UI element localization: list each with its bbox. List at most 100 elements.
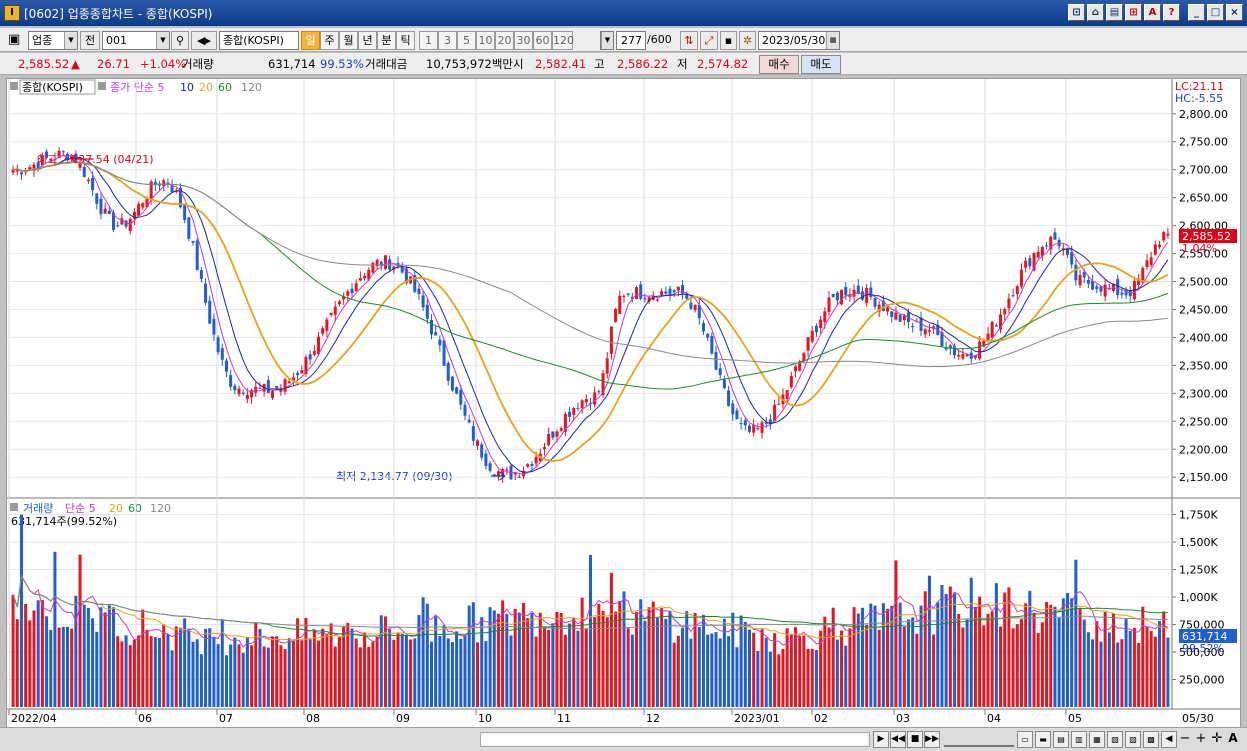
- quote-low: 2,574.82: [697, 57, 749, 71]
- interval-button-10[interactable]: 10: [476, 31, 495, 50]
- layout-icon[interactable]: ⊡: [1068, 4, 1085, 21]
- period-tab-3[interactable]: 년: [358, 31, 377, 50]
- move-icon[interactable]: ✛: [1211, 731, 1223, 746]
- close-icon[interactable]: ×: [1226, 4, 1243, 21]
- name-field[interactable]: 종합(KOSPI): [219, 31, 299, 50]
- interval-button-120[interactable]: 120: [552, 31, 574, 50]
- volume-bar: [191, 641, 195, 707]
- prev-button[interactable]: 전: [80, 31, 100, 50]
- chart-tool-icon[interactable]: ⇅: [680, 31, 698, 50]
- code-input[interactable]: 001 ▼: [102, 31, 170, 50]
- volume-bar: [74, 595, 78, 707]
- interval-button-30[interactable]: 30: [514, 31, 533, 50]
- candle-body: [1053, 232, 1057, 240]
- window-title: [0602] 업종종합차트 - 종합(KOSPI): [24, 6, 213, 21]
- window-icon[interactable]: ▤: [1106, 4, 1123, 21]
- market-select[interactable]: 업종 ▼: [28, 31, 78, 50]
- view-mode-icon[interactable]: ▩: [1143, 731, 1159, 748]
- interval-dropdown[interactable]: ▼: [600, 31, 614, 50]
- candle-body: [542, 446, 546, 450]
- chart-scrollbar[interactable]: [480, 732, 870, 747]
- rewind-icon[interactable]: ◀◀: [890, 731, 906, 748]
- zoom-out-icon[interactable]: −: [1179, 731, 1191, 746]
- calendar-icon[interactable]: ▦: [826, 32, 839, 49]
- volume-bar: [1158, 621, 1162, 707]
- period-tab-1[interactable]: 주: [320, 31, 339, 50]
- fast-forward-icon[interactable]: ▶▶: [924, 731, 940, 748]
- help-icon[interactable]: ?: [1163, 4, 1180, 21]
- search-icon[interactable]: ⚲: [171, 31, 189, 50]
- volume-bar: [890, 605, 894, 707]
- period-tab-0[interactable]: 일: [301, 31, 320, 50]
- pin-icon[interactable]: ⊞: [1125, 4, 1142, 21]
- candlestick-chart[interactable]: 종합(KOSPI) 종가 단순 5 10 20 60 120 LC:21.11 …: [7, 79, 1242, 729]
- candle-body: [856, 285, 860, 294]
- sell-button[interactable]: 매도: [801, 55, 841, 74]
- gear-icon[interactable]: ✲: [739, 31, 756, 50]
- interval-button-60[interactable]: 60: [533, 31, 552, 50]
- volume-last-pct-tag: 99.52%: [1182, 642, 1224, 655]
- maximize-icon[interactable]: □: [1207, 4, 1224, 21]
- scroll-thumb[interactable]: [481, 734, 867, 745]
- view-mode-icon[interactable]: ▧: [1107, 731, 1123, 748]
- volume-bar: [333, 646, 337, 707]
- candle-body: [731, 403, 735, 415]
- font-icon[interactable]: A: [1144, 4, 1161, 21]
- zoom-in-icon[interactable]: +: [1195, 731, 1207, 746]
- candle-body: [1128, 290, 1132, 297]
- volume-bar: [798, 636, 802, 707]
- font-icon[interactable]: A: [1228, 731, 1238, 745]
- buy-button[interactable]: 매수: [759, 55, 799, 74]
- candle-body: [1065, 248, 1069, 255]
- stop-icon[interactable]: ■: [907, 731, 923, 748]
- view-mode-icon[interactable]: ▦: [1089, 731, 1105, 748]
- date-input[interactable]: 2023/05/30 ▦: [758, 31, 840, 50]
- interval-button-1[interactable]: 1: [419, 31, 438, 50]
- chart-area[interactable]: 종합(KOSPI) 종가 단순 5 10 20 60 120 LC:21.11 …: [6, 78, 1241, 728]
- speaker-icon[interactable]: ◀▸: [191, 31, 217, 50]
- view-mode-icon[interactable]: ▬: [1035, 731, 1051, 748]
- interval-button-20[interactable]: 20: [495, 31, 514, 50]
- volume-bar: [116, 636, 120, 707]
- period-tab-4[interactable]: 분: [377, 31, 396, 50]
- candle-body: [747, 425, 751, 432]
- line-tool-icon[interactable]: ⤢: [700, 31, 718, 50]
- volume-bar: [530, 613, 534, 707]
- chart-settings-icon[interactable]: ▣: [8, 32, 21, 47]
- volume-bar: [768, 651, 772, 707]
- zoom-slider[interactable]: [944, 732, 1014, 747]
- chevron-down-icon[interactable]: ▼: [156, 32, 169, 49]
- high-label: 고: [594, 57, 605, 71]
- volume-bar: [262, 646, 266, 707]
- scroll-left-icon[interactable]: ◀: [1161, 731, 1177, 748]
- candle-body: [618, 295, 622, 314]
- chevron-down-icon[interactable]: ▼: [64, 32, 77, 49]
- volume-bar: [279, 645, 283, 707]
- volume-bar: [287, 638, 291, 707]
- volume-bar: [1091, 639, 1095, 707]
- volume-bar: [329, 623, 333, 707]
- volume-bar: [898, 602, 902, 707]
- minimize-icon[interactable]: _: [1188, 4, 1205, 21]
- candle-body: [342, 296, 346, 300]
- volume-bar: [597, 603, 601, 707]
- view-mode-icon[interactable]: ▥: [1071, 731, 1087, 748]
- candle-body: [647, 297, 651, 302]
- candle-body: [145, 198, 149, 208]
- period-tab-5[interactable]: 틱: [396, 31, 415, 50]
- chart-icon[interactable]: ⌂: [1087, 4, 1104, 21]
- interval-button-5[interactable]: 5: [457, 31, 476, 50]
- play-icon[interactable]: ▶: [873, 731, 889, 748]
- view-mode-icon[interactable]: ▨: [1125, 731, 1141, 748]
- period-tab-2[interactable]: 월: [339, 31, 358, 50]
- candle-body: [957, 354, 961, 357]
- save-icon[interactable]: ▪: [720, 31, 737, 50]
- volume-bar: [752, 632, 756, 707]
- volume-bar: [296, 618, 300, 707]
- candle-body: [471, 426, 475, 441]
- interval-button-3[interactable]: 3: [438, 31, 457, 50]
- view-mode-icon[interactable]: ▤: [1053, 731, 1069, 748]
- view-mode-icon[interactable]: ▭: [1017, 731, 1033, 748]
- count-input[interactable]: 277: [616, 31, 646, 50]
- volume-last-tag-text: 631,714: [1182, 630, 1228, 643]
